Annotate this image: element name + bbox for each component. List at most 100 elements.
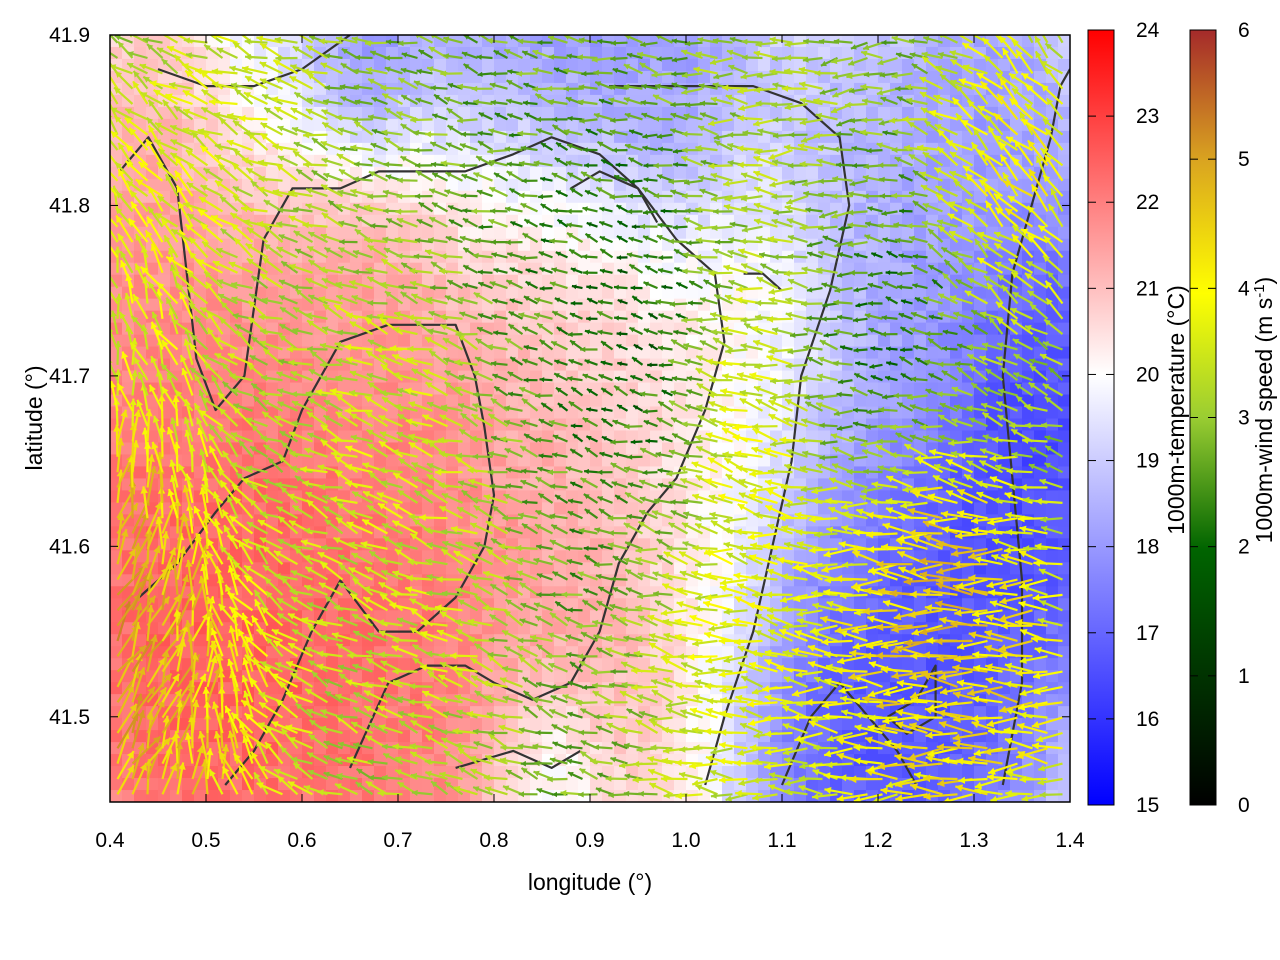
heatmap-cell [254, 190, 267, 204]
heatmap-cell [362, 94, 375, 108]
heatmap-cell [230, 394, 243, 408]
heatmap-cell [302, 334, 315, 348]
heatmap-cell [614, 262, 627, 276]
heatmap-cell [914, 658, 927, 671]
heatmap-cell [434, 454, 447, 468]
heatmap-cell [626, 394, 639, 408]
heatmap-cell [374, 178, 387, 192]
heatmap-cell [446, 562, 459, 575]
heatmap-cell [194, 334, 207, 348]
heatmap-cell [110, 598, 123, 611]
heatmap-cell [578, 586, 591, 599]
heatmap-cell [770, 718, 783, 731]
heatmap-cell [278, 790, 291, 802]
heatmap-cell [458, 178, 471, 192]
heatmap-cell [362, 670, 375, 683]
heatmap-cell [470, 226, 483, 240]
heatmap-cell [554, 586, 567, 599]
heatmap-cell [866, 430, 879, 444]
heatmap-cell [722, 70, 735, 84]
heatmap-cell [194, 634, 207, 647]
heatmap-cell [122, 646, 135, 659]
heatmap-cell [566, 790, 579, 802]
heatmap-cell [590, 790, 603, 802]
heatmap-cell [674, 166, 687, 180]
heatmap-cell [482, 742, 495, 755]
heatmap-cell [374, 454, 387, 468]
heatmap-cell [434, 226, 447, 240]
heatmap-cell [242, 454, 255, 468]
heatmap-cell [434, 130, 447, 144]
heatmap-cell [638, 118, 651, 132]
heatmap-cell [110, 346, 123, 360]
heatmap-cell [782, 118, 795, 132]
heatmap-cell [254, 106, 267, 120]
heatmap-cell [218, 202, 231, 216]
heatmap-cell [866, 178, 879, 192]
heatmap-cell [542, 670, 555, 683]
heatmap-cell [626, 214, 639, 228]
heatmap-cell [254, 370, 267, 384]
heatmap-cell [446, 790, 459, 802]
heatmap-cell [698, 502, 711, 515]
heatmap-cell [578, 58, 591, 72]
heatmap-cell [842, 610, 855, 623]
heatmap-cell [518, 238, 531, 252]
heatmap-cell [158, 610, 171, 623]
heatmap-cell [842, 274, 855, 288]
heatmap-cell [386, 454, 399, 468]
heatmap-cell [110, 694, 123, 707]
heatmap-cell [842, 130, 855, 144]
heatmap-cell [518, 370, 531, 384]
heatmap-cell [206, 730, 219, 743]
heatmap-cell [530, 670, 543, 683]
heatmap-cell [218, 58, 231, 72]
heatmap-cell [506, 502, 519, 515]
heatmap-cell [914, 226, 927, 240]
heatmap-cell [830, 514, 843, 527]
heatmap-cell [554, 478, 567, 491]
heatmap-cell [434, 118, 447, 132]
heatmap-cell [890, 382, 903, 396]
heatmap-cell [794, 106, 807, 120]
heatmap-cell [110, 490, 123, 503]
heatmap-cell [638, 790, 651, 802]
heatmap-cell [974, 598, 987, 611]
heatmap-cell [962, 130, 975, 144]
heatmap-cell [890, 202, 903, 216]
heatmap-cell [482, 202, 495, 216]
heatmap-cell [110, 658, 123, 671]
heatmap-cell [194, 262, 207, 276]
heatmap-cell [122, 574, 135, 587]
heatmap-cell [746, 58, 759, 72]
heatmap-cell [614, 790, 627, 802]
heatmap-cell [698, 130, 711, 144]
heatmap-cell [638, 766, 651, 779]
heatmap-cell [866, 82, 879, 96]
heatmap-cell [938, 550, 951, 563]
heatmap-cell [158, 58, 171, 72]
heatmap-cell [986, 562, 999, 575]
heatmap-cell [794, 286, 807, 300]
heatmap-cell [110, 562, 123, 575]
heatmap-cell [434, 514, 447, 527]
heatmap-cell [194, 466, 207, 480]
heatmap-cell [530, 718, 543, 731]
heatmap-cell [830, 718, 843, 731]
heatmap-cell [494, 118, 507, 132]
heatmap-cell [866, 754, 879, 767]
heatmap-cell [806, 298, 819, 312]
heatmap-cell [206, 298, 219, 312]
heatmap-cell [890, 310, 903, 324]
heatmap-cell [794, 658, 807, 671]
heatmap-cell [302, 118, 315, 132]
heatmap-cell [746, 274, 759, 288]
heatmap-cell [590, 274, 603, 288]
heatmap-cell [350, 238, 363, 252]
heatmap-cell [146, 370, 159, 384]
heatmap-cell [554, 226, 567, 240]
heatmap-cell [110, 790, 123, 802]
heatmap-cell [230, 286, 243, 300]
heatmap-cell [218, 694, 231, 707]
